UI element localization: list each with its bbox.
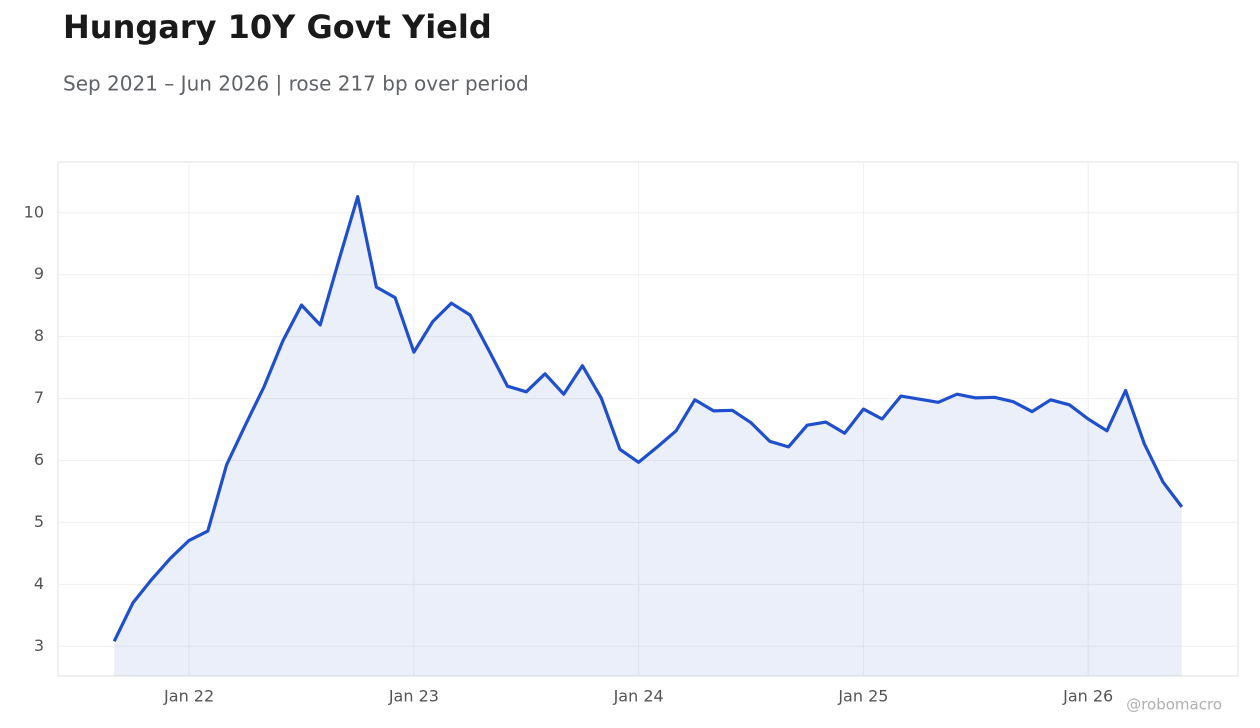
x-tick-label: Jan 25 [837, 687, 888, 706]
y-tick-label: 5 [34, 512, 44, 531]
x-tick-label: Jan 22 [163, 687, 214, 706]
x-tick-label: Jan 24 [613, 687, 664, 706]
area [114, 196, 1182, 676]
x-tick-label: Jan 23 [388, 687, 439, 706]
chart-title: Hungary 10Y Govt Yield [63, 8, 492, 46]
chart-subtitle: Sep 2021 – Jun 2026 | rose 217 bp over p… [63, 72, 529, 96]
y-tick-label: 3 [34, 636, 44, 655]
y-tick-label: 4 [34, 574, 44, 593]
y-tick-label: 7 [34, 388, 44, 407]
watermark: @robomacro [1126, 696, 1222, 714]
x-tick-label: Jan 26 [1062, 687, 1113, 706]
line [112, 195, 1184, 643]
plot-area [57, 161, 1239, 677]
y-tick-label: 6 [34, 450, 44, 469]
y-tick-label: 9 [34, 264, 44, 283]
y-tick-label: 8 [34, 326, 44, 345]
y-tick-label: 10 [24, 202, 44, 221]
